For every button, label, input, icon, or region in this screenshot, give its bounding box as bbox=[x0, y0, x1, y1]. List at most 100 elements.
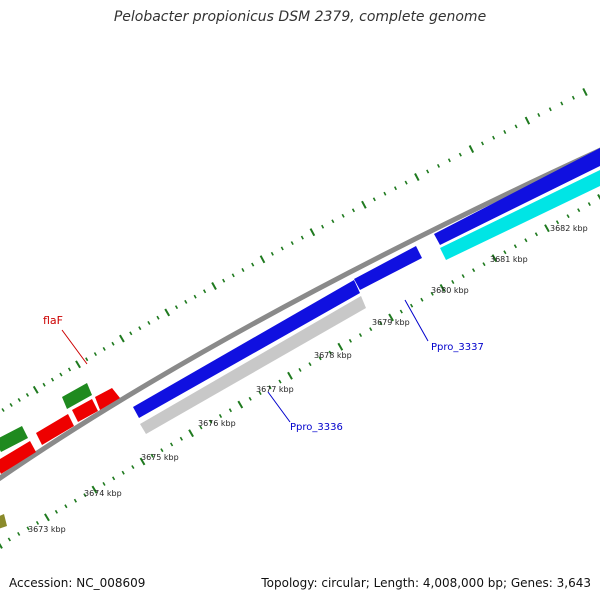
gene-cyan-1[interactable] bbox=[440, 170, 600, 260]
tick-mark bbox=[404, 180, 408, 185]
tick-mark bbox=[50, 377, 55, 382]
tick-mark bbox=[83, 493, 87, 498]
tick-mark bbox=[85, 357, 89, 362]
tick-mark bbox=[203, 289, 207, 294]
tick-mark bbox=[287, 371, 293, 380]
tick-mark bbox=[582, 87, 588, 97]
tick-mark bbox=[164, 308, 171, 317]
tick-mark bbox=[268, 385, 272, 390]
tick-mark bbox=[179, 436, 183, 441]
tick-mark bbox=[129, 331, 133, 336]
tick-mark bbox=[472, 268, 476, 273]
gene-blue-3[interactable] bbox=[434, 148, 600, 245]
tick-mark bbox=[436, 163, 441, 168]
tick-mark bbox=[270, 251, 274, 256]
tick-mark bbox=[555, 220, 560, 225]
tick-mark bbox=[64, 504, 68, 509]
tick-mark bbox=[150, 453, 154, 458]
tick-mark bbox=[318, 356, 322, 361]
tick-mark bbox=[503, 250, 507, 255]
tick-mark bbox=[156, 315, 160, 320]
tick-mark bbox=[351, 208, 356, 213]
tick-mark bbox=[458, 152, 462, 157]
tick-mark bbox=[280, 246, 284, 251]
gene-blue-ppro-3336-region[interactable] bbox=[133, 280, 360, 418]
tick-mark bbox=[44, 513, 50, 522]
tick-mark bbox=[17, 397, 21, 402]
tick-mark bbox=[379, 321, 383, 326]
tick-mark bbox=[337, 342, 344, 351]
gene-label-ppro-3337[interactable]: Ppro_3337 bbox=[431, 342, 484, 353]
tick-mark bbox=[241, 268, 245, 272]
tick-mark bbox=[102, 481, 106, 486]
tick-mark bbox=[9, 402, 13, 407]
flaF-leader bbox=[61, 329, 88, 365]
gene-red-2[interactable] bbox=[36, 414, 74, 445]
topology-text: Topology: circular; Length: 4,008,000 bp… bbox=[261, 576, 591, 590]
tick-mark bbox=[468, 145, 475, 154]
tick-mark bbox=[0, 543, 3, 549]
gene-blue-2[interactable] bbox=[354, 246, 422, 290]
gene-olive-1[interactable] bbox=[0, 514, 7, 530]
tick-mark bbox=[193, 294, 197, 299]
gene-red-3[interactable] bbox=[72, 399, 98, 422]
tick-mark bbox=[361, 200, 367, 209]
tick-mark bbox=[278, 379, 282, 384]
ruler-tick-label: 3679 kbp bbox=[372, 318, 410, 327]
tick-mark bbox=[341, 213, 345, 218]
ruler-tick-label: 3680 kbp bbox=[431, 286, 469, 295]
gene-green-2[interactable] bbox=[62, 383, 92, 409]
tick-mark bbox=[35, 520, 40, 525]
tick-mark bbox=[577, 208, 581, 213]
tick-mark bbox=[482, 262, 486, 267]
tick-mark bbox=[566, 214, 570, 219]
tick-mark bbox=[597, 194, 600, 201]
outer-tick-ring bbox=[1, 87, 588, 412]
tick-mark bbox=[184, 299, 188, 304]
tick-mark bbox=[211, 282, 217, 290]
tick-mark bbox=[218, 414, 223, 418]
tick-mark bbox=[231, 273, 235, 278]
tick-mark bbox=[328, 350, 332, 355]
tick-mark bbox=[491, 254, 498, 263]
tick-mark bbox=[426, 169, 430, 174]
tick-mark bbox=[7, 537, 11, 542]
tick-mark bbox=[111, 341, 115, 346]
gene-green-1[interactable] bbox=[0, 426, 28, 452]
gene-red-4[interactable] bbox=[95, 388, 120, 410]
tick-mark bbox=[290, 241, 294, 245]
tick-mark bbox=[492, 135, 496, 140]
tick-mark bbox=[358, 333, 363, 338]
tick-mark bbox=[399, 309, 403, 314]
map-title: Pelobacter propionicus DSM 2379, complet… bbox=[113, 9, 487, 25]
tick-mark bbox=[75, 360, 81, 369]
ruler-tick-label: 3676 kbp bbox=[198, 419, 236, 428]
gene-label-flaF[interactable]: flaF bbox=[43, 314, 63, 327]
tick-mark bbox=[393, 186, 398, 191]
tick-mark bbox=[121, 470, 125, 475]
tick-mark bbox=[372, 197, 376, 202]
tick-mark bbox=[544, 224, 550, 233]
tick-mark bbox=[259, 255, 266, 264]
gene-gray-ppro-3336[interactable] bbox=[140, 296, 366, 434]
tick-mark bbox=[308, 362, 312, 367]
tick-mark bbox=[199, 425, 203, 430]
tick-mark bbox=[514, 124, 518, 129]
tick-mark bbox=[331, 219, 335, 224]
tick-mark bbox=[383, 191, 387, 196]
tick-mark bbox=[439, 283, 446, 292]
ruler-tick-label: 3682 kbp bbox=[550, 224, 588, 233]
tick-mark bbox=[67, 367, 72, 372]
tick-mark bbox=[587, 202, 591, 206]
tick-mark bbox=[93, 352, 97, 357]
tick-mark bbox=[102, 346, 106, 351]
tick-mark bbox=[42, 382, 46, 387]
gene-label-ppro-3336[interactable]: Ppro_3336 bbox=[290, 422, 343, 433]
tick-mark bbox=[524, 238, 528, 243]
gene-red-1[interactable] bbox=[0, 441, 36, 474]
tick-mark bbox=[131, 465, 135, 470]
tick-mark bbox=[139, 457, 146, 466]
tick-mark bbox=[480, 141, 485, 146]
tick-mark bbox=[1, 408, 5, 412]
